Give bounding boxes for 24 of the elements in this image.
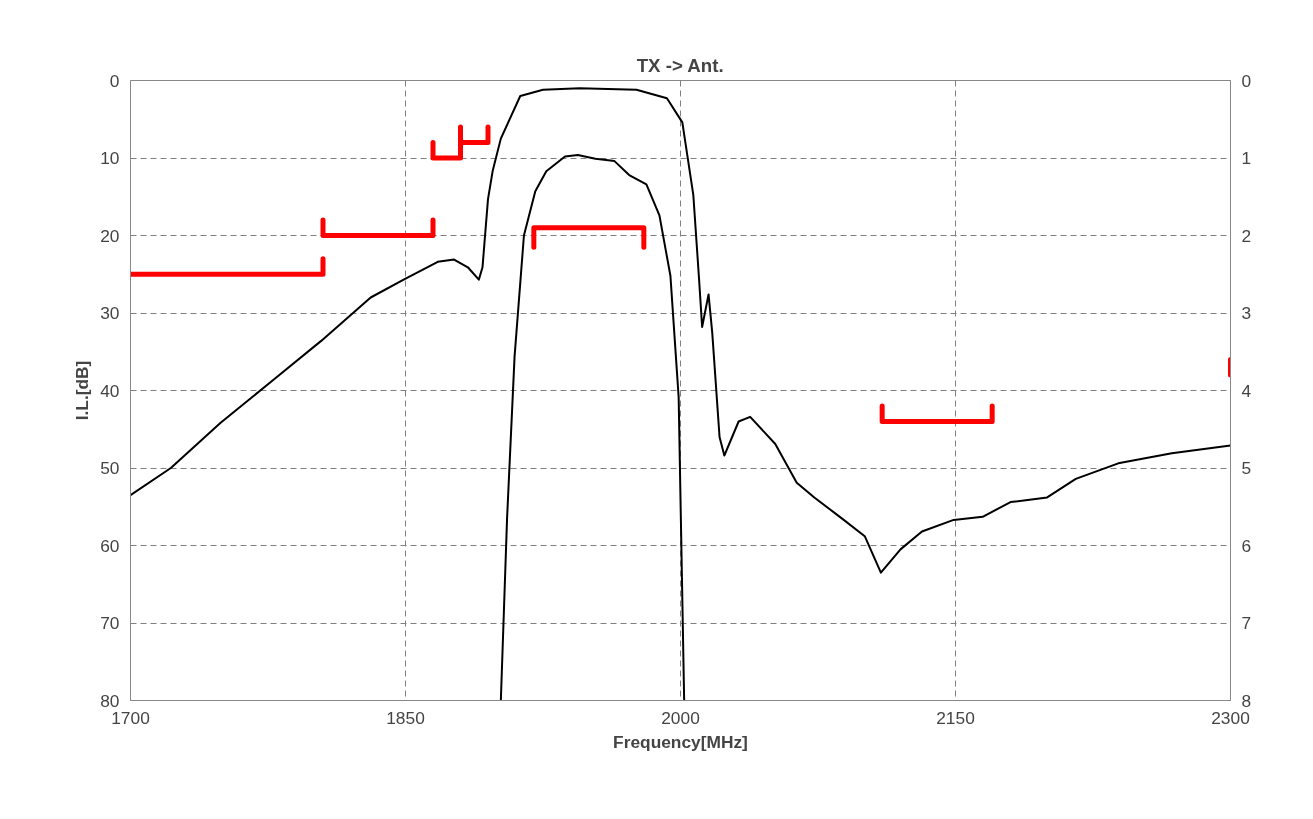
y2-tick-label: 6 — [1241, 535, 1252, 556]
x-tick-label: 2150 — [936, 707, 975, 728]
y-tick-label: 70 — [100, 613, 120, 633]
y-tick-label: 40 — [100, 380, 120, 401]
y2-tick-label: 4 — [1241, 380, 1252, 401]
y-axis-title: I.L.[dB] — [72, 360, 93, 421]
y-tick-label: 10 — [100, 148, 120, 168]
x-tick-label: 2000 — [661, 707, 700, 728]
y2-tick-label: 0 — [1241, 70, 1252, 91]
y2-tick-label: 5 — [1241, 458, 1252, 478]
y-tick-label: 20 — [100, 225, 120, 246]
y-tick-label: 50 — [100, 458, 120, 478]
y-tick-label: 30 — [100, 303, 120, 323]
y2-tick-label: 2 — [1241, 225, 1252, 246]
y2-tick-label: 3 — [1241, 303, 1252, 323]
chart-title: TX -> Ant. — [636, 54, 724, 76]
y-tick-label: 60 — [100, 535, 120, 556]
y2-tick-label: 7 — [1241, 613, 1252, 633]
x-tick-label: 1850 — [386, 707, 425, 728]
line-series — [130, 87, 1231, 574]
y2-tick-label: 1 — [1241, 148, 1252, 168]
line-series — [499, 153, 686, 701]
y-tick-label: 0 — [109, 70, 120, 91]
x-axis-title: Frequency[MHz] — [613, 731, 748, 752]
